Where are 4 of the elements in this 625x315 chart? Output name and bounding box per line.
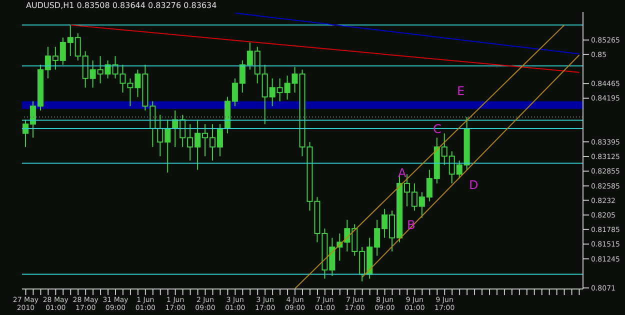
chart-title: AUDUSD,H1 0.83508 0.83644 0.83276 0.83634 <box>26 1 217 11</box>
annotation: A <box>398 166 406 180</box>
annotation: D <box>469 178 478 192</box>
annotation: E <box>457 84 465 98</box>
